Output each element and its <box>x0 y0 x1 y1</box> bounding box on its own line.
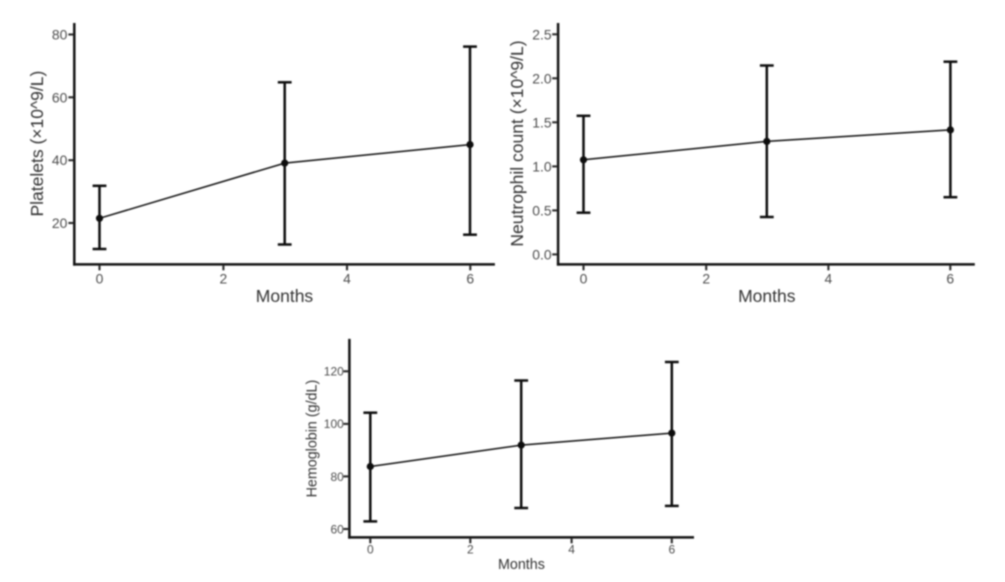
svg-text:80: 80 <box>52 27 68 43</box>
svg-text:120: 120 <box>324 365 344 379</box>
svg-text:0.5: 0.5 <box>532 203 552 219</box>
svg-text:0: 0 <box>367 542 374 556</box>
svg-text:0: 0 <box>580 270 588 286</box>
svg-text:0.0: 0.0 <box>532 246 552 262</box>
svg-text:Hemoglobin (g/dL): Hemoglobin (g/dL) <box>305 380 321 498</box>
svg-text:4: 4 <box>568 542 575 556</box>
svg-text:2: 2 <box>467 542 474 556</box>
svg-text:6: 6 <box>946 270 954 286</box>
svg-text:20: 20 <box>52 215 68 231</box>
svg-text:40: 40 <box>52 152 68 168</box>
svg-text:0: 0 <box>96 270 104 286</box>
svg-text:1.5: 1.5 <box>532 114 552 130</box>
svg-text:4: 4 <box>825 270 833 286</box>
svg-text:100: 100 <box>324 417 344 431</box>
svg-text:Months: Months <box>256 286 314 306</box>
svg-text:2.5: 2.5 <box>532 26 552 42</box>
svg-text:80: 80 <box>330 470 344 484</box>
svg-text:60: 60 <box>52 89 68 105</box>
svg-text:2.0: 2.0 <box>532 70 552 86</box>
svg-text:2: 2 <box>702 270 710 286</box>
svg-text:Platelets (×10^9/L): Platelets (×10^9/L) <box>27 71 47 217</box>
svg-text:6: 6 <box>466 270 474 286</box>
svg-text:Months: Months <box>738 286 796 306</box>
svg-text:Months: Months <box>498 557 545 573</box>
svg-text:2: 2 <box>220 270 228 286</box>
svg-text:60: 60 <box>330 522 344 536</box>
svg-text:1.0: 1.0 <box>532 159 552 175</box>
svg-text:6: 6 <box>668 542 675 556</box>
svg-text:Neutrophil count (×10^9/L): Neutrophil count (×10^9/L) <box>507 40 527 246</box>
svg-text:4: 4 <box>343 270 351 286</box>
